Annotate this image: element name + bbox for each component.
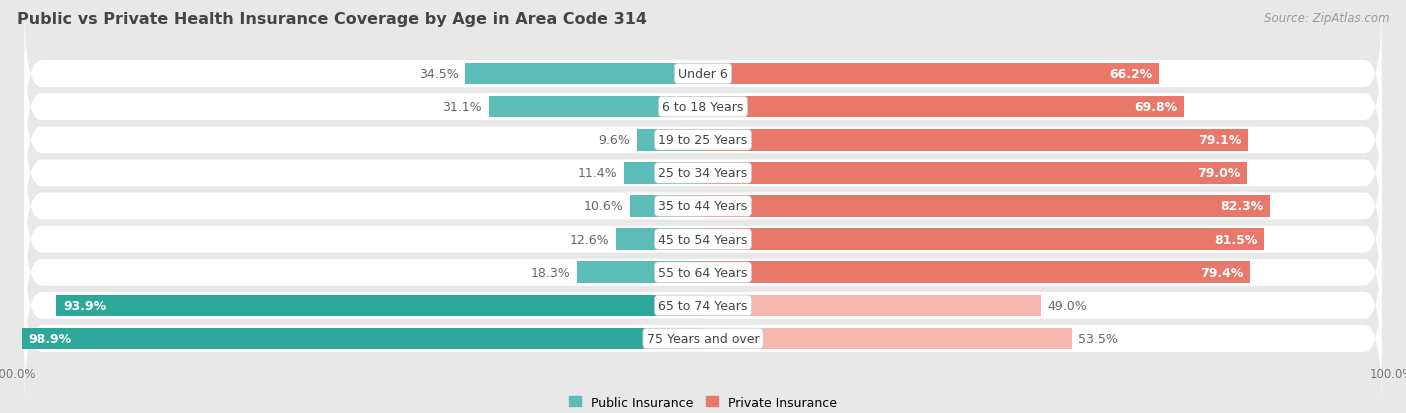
Text: 35 to 44 Years: 35 to 44 Years [658,200,748,213]
FancyBboxPatch shape [24,71,1382,210]
Text: 11.4%: 11.4% [578,167,617,180]
Text: 49.0%: 49.0% [1047,299,1087,312]
Text: 79.1%: 79.1% [1198,134,1241,147]
Text: 53.5%: 53.5% [1078,332,1118,345]
Bar [576,262,703,283]
Text: 98.9%: 98.9% [28,332,72,345]
FancyBboxPatch shape [24,104,1382,243]
Text: 93.9%: 93.9% [63,299,105,312]
Bar [465,64,703,85]
Text: 9.6%: 9.6% [598,134,630,147]
Legend: Public Insurance, Private Insurance: Public Insurance, Private Insurance [564,391,842,413]
Text: 34.5%: 34.5% [419,68,458,81]
FancyBboxPatch shape [24,236,1382,375]
Text: 75 Years and over: 75 Years and over [647,332,759,345]
Bar [616,229,703,250]
Bar [630,196,703,217]
FancyBboxPatch shape [24,5,1382,144]
Text: 45 to 54 Years: 45 to 54 Years [658,233,748,246]
Bar [703,163,1247,184]
Text: 18.3%: 18.3% [530,266,569,279]
Text: 82.3%: 82.3% [1220,200,1263,213]
Bar [703,130,1249,151]
Text: 19 to 25 Years: 19 to 25 Years [658,134,748,147]
Text: 79.4%: 79.4% [1199,266,1243,279]
Bar [703,262,1250,283]
FancyBboxPatch shape [24,38,1382,177]
Text: 25 to 34 Years: 25 to 34 Years [658,167,748,180]
Text: 6 to 18 Years: 6 to 18 Years [662,101,744,114]
Text: 12.6%: 12.6% [569,233,609,246]
Text: 10.6%: 10.6% [583,200,623,213]
Text: Source: ZipAtlas.com: Source: ZipAtlas.com [1264,12,1389,25]
Bar [703,64,1159,85]
Text: 79.0%: 79.0% [1197,167,1240,180]
Text: 69.8%: 69.8% [1133,101,1177,114]
Text: 81.5%: 81.5% [1215,233,1257,246]
Bar [703,229,1264,250]
Text: Under 6: Under 6 [678,68,728,81]
Bar [703,295,1040,316]
FancyBboxPatch shape [24,170,1382,309]
Bar [703,196,1270,217]
FancyBboxPatch shape [24,203,1382,342]
FancyBboxPatch shape [24,137,1382,276]
Bar [624,163,703,184]
Bar [703,97,1184,118]
Text: 31.1%: 31.1% [443,101,482,114]
Bar [637,130,703,151]
Bar [703,328,1071,349]
Text: 66.2%: 66.2% [1109,68,1152,81]
Text: 55 to 64 Years: 55 to 64 Years [658,266,748,279]
Bar [489,97,703,118]
Bar [21,328,703,349]
Text: 65 to 74 Years: 65 to 74 Years [658,299,748,312]
Text: Public vs Private Health Insurance Coverage by Age in Area Code 314: Public vs Private Health Insurance Cover… [17,12,647,27]
FancyBboxPatch shape [24,269,1382,408]
Bar [56,295,703,316]
